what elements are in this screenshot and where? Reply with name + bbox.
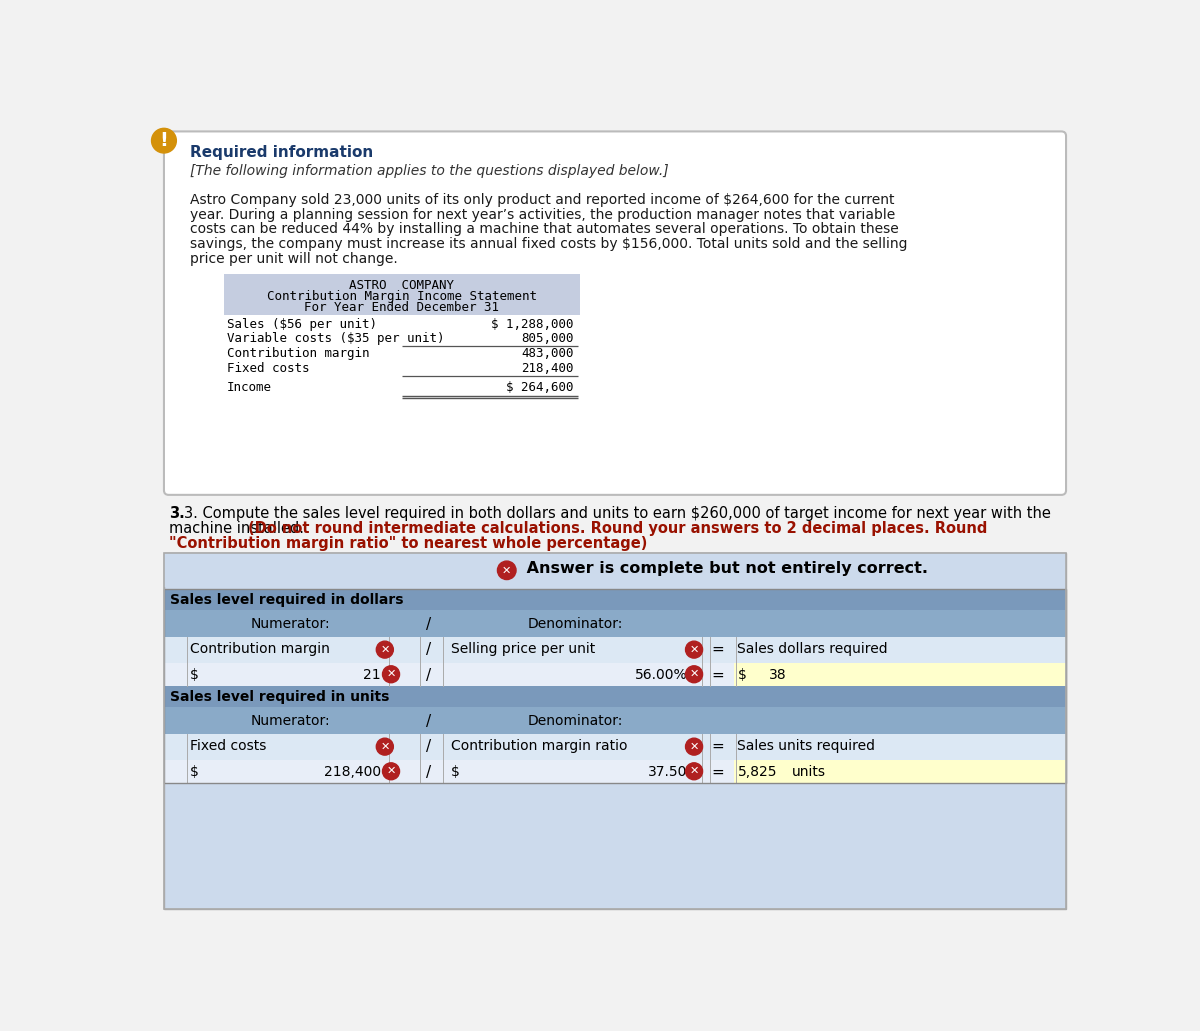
Text: ✕: ✕ [380, 741, 390, 752]
Text: Contribution margin ratio: Contribution margin ratio [451, 739, 628, 753]
Text: 5,825: 5,825 [738, 765, 776, 779]
Text: ✕: ✕ [689, 669, 698, 679]
Circle shape [685, 666, 702, 683]
Text: $ 264,600: $ 264,600 [506, 380, 574, 394]
Text: 38: 38 [768, 668, 786, 683]
Text: Denominator:: Denominator: [528, 714, 623, 728]
Text: =: = [710, 668, 724, 684]
Text: Sales level required in dollars: Sales level required in dollars [170, 594, 403, 607]
Text: Astro Company sold 23,000 units of its only product and reported income of $264,: Astro Company sold 23,000 units of its o… [191, 193, 895, 207]
FancyBboxPatch shape [164, 554, 1066, 588]
Text: For Year Ended December 31: For Year Ended December 31 [305, 301, 499, 313]
Circle shape [685, 763, 702, 779]
Text: ✕: ✕ [689, 644, 698, 655]
Text: Sales dollars required: Sales dollars required [738, 642, 888, 656]
Text: /: / [426, 739, 432, 754]
Text: $: $ [191, 668, 199, 683]
Text: /: / [426, 668, 432, 684]
Text: Answer is complete but not entirely correct.: Answer is complete but not entirely corr… [521, 561, 928, 576]
Text: ✕: ✕ [689, 766, 698, 776]
FancyBboxPatch shape [164, 686, 1066, 707]
Text: =: = [710, 642, 724, 657]
FancyBboxPatch shape [734, 663, 1066, 686]
Text: 805,000: 805,000 [522, 332, 574, 345]
Text: units: units [792, 765, 826, 779]
Text: ✕: ✕ [386, 669, 396, 679]
Text: ✕: ✕ [380, 644, 390, 655]
Text: Numerator:: Numerator: [251, 618, 330, 631]
Circle shape [151, 128, 176, 153]
Text: ASTRO  COMPANY: ASTRO COMPANY [349, 279, 455, 292]
Text: 218,400: 218,400 [522, 362, 574, 374]
FancyBboxPatch shape [164, 636, 1066, 663]
Circle shape [377, 738, 394, 755]
Text: Contribution margin: Contribution margin [227, 347, 370, 360]
Text: $: $ [451, 765, 460, 779]
FancyBboxPatch shape [164, 589, 1066, 610]
Text: $ 1,288,000: $ 1,288,000 [492, 318, 574, 331]
Text: (Do not round intermediate calculations. Round your answers to 2 decimal places.: (Do not round intermediate calculations.… [248, 521, 988, 536]
FancyBboxPatch shape [164, 554, 1066, 909]
Text: Numerator:: Numerator: [251, 714, 330, 728]
Text: $: $ [738, 668, 746, 683]
Text: =: = [710, 739, 724, 754]
Text: "Contribution margin ratio" to nearest whole percentage): "Contribution margin ratio" to nearest w… [169, 536, 648, 551]
Text: ✕: ✕ [386, 766, 396, 776]
Text: 21: 21 [364, 668, 380, 683]
Text: [The following information applies to the questions displayed below.]: [The following information applies to th… [191, 164, 668, 177]
Text: 218,400: 218,400 [324, 765, 380, 779]
Text: Sales ($56 per unit): Sales ($56 per unit) [227, 318, 377, 331]
Text: =: = [710, 765, 724, 780]
Text: Contribution margin: Contribution margin [191, 642, 330, 656]
Text: ✕: ✕ [502, 565, 511, 575]
FancyBboxPatch shape [164, 734, 1066, 760]
Text: 3. Compute the sales level required in both dollars and units to earn $260,000 o: 3. Compute the sales level required in b… [184, 506, 1051, 522]
Circle shape [498, 561, 516, 579]
Text: 37.50: 37.50 [648, 765, 688, 779]
Text: savings, the company must increase its annual fixed costs by $156,000. Total uni: savings, the company must increase its a… [191, 237, 908, 251]
Text: /: / [426, 618, 432, 632]
Circle shape [377, 641, 394, 658]
FancyBboxPatch shape [164, 610, 1066, 636]
Text: year. During a planning session for next year’s activities, the production manag: year. During a planning session for next… [191, 207, 895, 222]
Text: /: / [426, 765, 432, 780]
Text: costs can be reduced 44% by installing a machine that automates several operatio: costs can be reduced 44% by installing a… [191, 223, 899, 236]
Text: Sales level required in units: Sales level required in units [170, 691, 390, 704]
Text: /: / [426, 714, 432, 729]
Text: Denominator:: Denominator: [528, 618, 623, 631]
Circle shape [383, 763, 400, 779]
Circle shape [383, 666, 400, 683]
Circle shape [685, 738, 702, 755]
Text: !: ! [160, 131, 168, 151]
Text: Contribution Margin Income Statement: Contribution Margin Income Statement [266, 290, 536, 303]
FancyBboxPatch shape [164, 663, 1066, 686]
Text: Fixed costs: Fixed costs [191, 739, 266, 753]
Text: price per unit will not change.: price per unit will not change. [191, 252, 398, 266]
FancyBboxPatch shape [223, 274, 580, 315]
Text: machine installed.: machine installed. [169, 521, 310, 536]
Text: Sales units required: Sales units required [738, 739, 876, 753]
Text: $: $ [191, 765, 199, 779]
Text: /: / [426, 642, 432, 657]
FancyBboxPatch shape [164, 131, 1066, 495]
Text: Selling price per unit: Selling price per unit [451, 642, 595, 656]
Text: Variable costs ($35 per unit): Variable costs ($35 per unit) [227, 332, 444, 345]
FancyBboxPatch shape [734, 760, 1066, 783]
Text: Required information: Required information [191, 145, 373, 160]
Text: 3.: 3. [169, 506, 185, 522]
Text: ✕: ✕ [689, 741, 698, 752]
Circle shape [685, 641, 702, 658]
Text: 483,000: 483,000 [522, 347, 574, 360]
FancyBboxPatch shape [164, 707, 1066, 734]
Text: Fixed costs: Fixed costs [227, 362, 310, 374]
Text: 56.00%: 56.00% [635, 668, 688, 683]
FancyBboxPatch shape [164, 760, 1066, 783]
Text: Income: Income [227, 380, 271, 394]
